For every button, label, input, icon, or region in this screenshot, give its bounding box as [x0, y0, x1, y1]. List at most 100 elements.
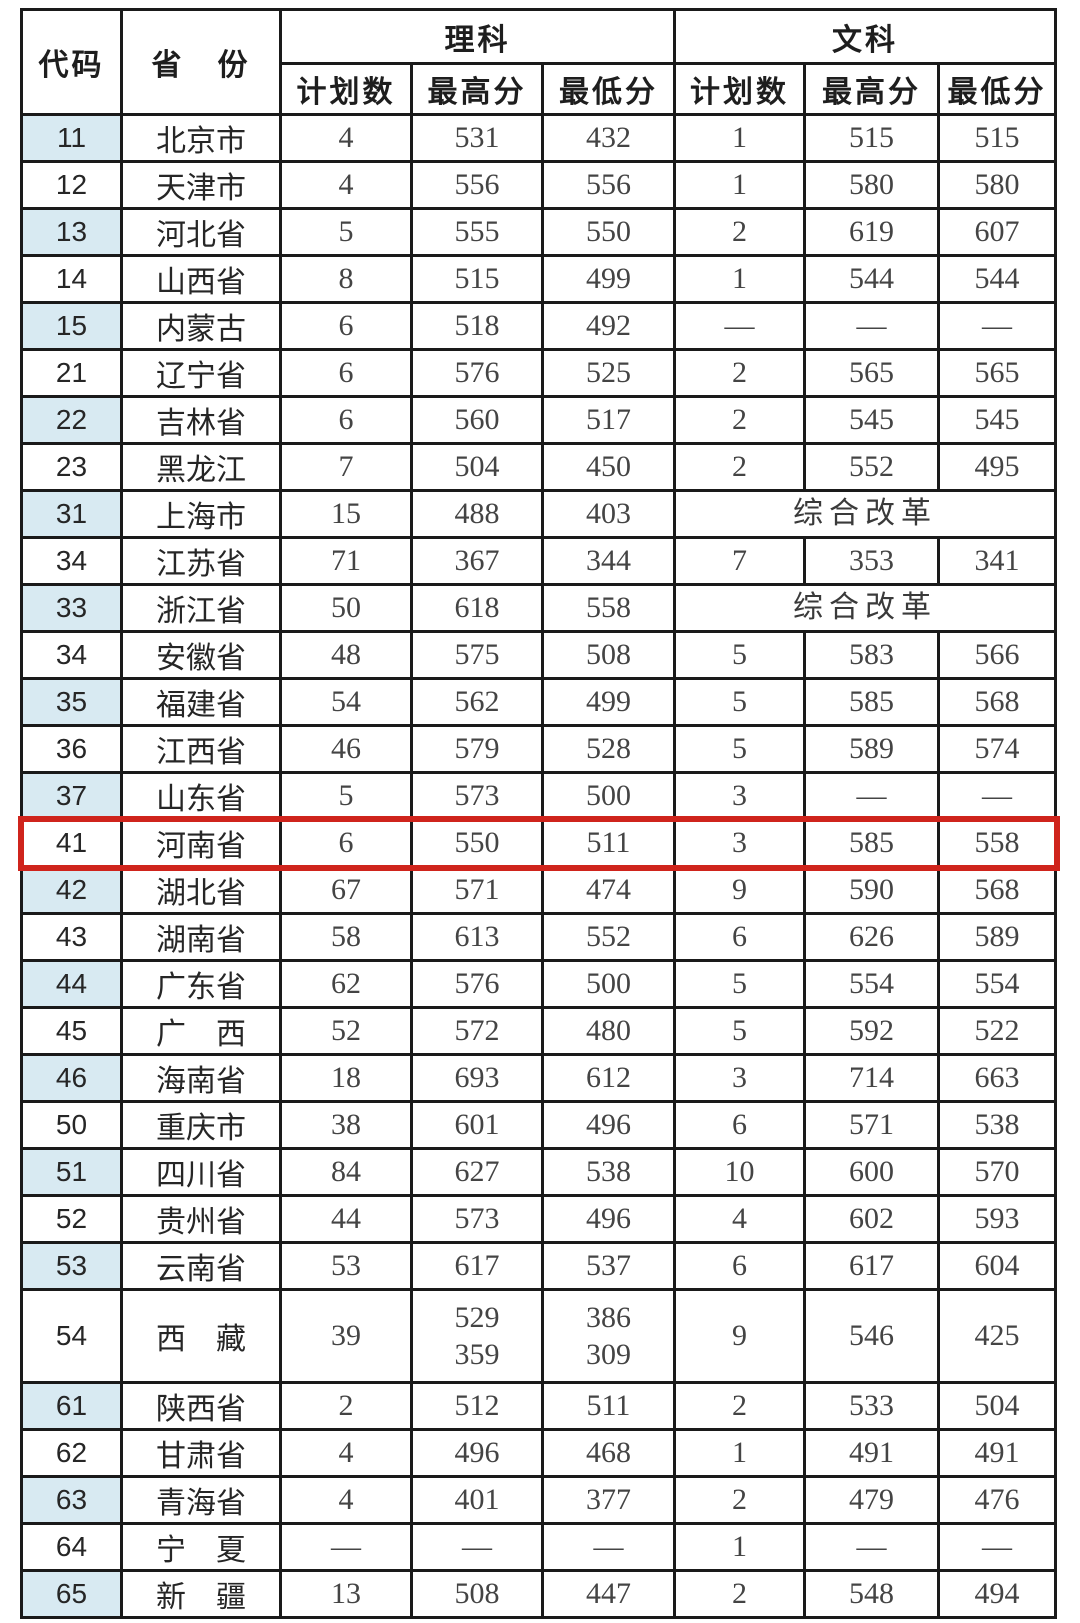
province-row-14: 14 山西省 8 515 499 1 544 544 [20, 254, 1057, 304]
arts-min-cell: 568 [937, 677, 1057, 727]
science-max-cell: 575 [410, 630, 544, 680]
arts-max-cell: 479 [803, 1475, 940, 1525]
province-row-23: 23 黑龙江 7 504 450 2 552 495 [20, 442, 1057, 492]
arts-min-cell: 476 [937, 1475, 1057, 1525]
arts-plan-cell: 1 [673, 113, 806, 163]
science-max-cell: 579 [410, 724, 544, 774]
code-cell: 23 [20, 442, 123, 492]
science-min-cell: 537 [541, 1241, 676, 1291]
header-metric-row: 计划数 最高分 最低分 计划数 最高分 最低分 [22, 62, 1057, 116]
code-cell: 61 [20, 1381, 123, 1431]
arts-min-cell: 554 [937, 959, 1057, 1009]
science-plan-cell: 46 [279, 724, 413, 774]
science-min-cell: 386 309 [541, 1288, 676, 1384]
arts-min-cell: 341 [937, 536, 1057, 586]
science-min-cell: 450 [541, 442, 676, 492]
science-max-cell: 601 [410, 1100, 544, 1150]
science-plan-cell: 18 [279, 1053, 413, 1103]
arts-min-cell: 538 [937, 1100, 1057, 1150]
science-min-cell: 344 [541, 536, 676, 586]
science-max-cell: 572 [410, 1006, 544, 1056]
province-row-51: 51 四川省 84 627 538 10 600 570 [20, 1147, 1057, 1197]
arts-plan-cell: 5 [673, 630, 806, 680]
province-cell: 河北省 [120, 207, 282, 257]
science-max-cell: 504 [410, 442, 544, 492]
arts-min-cell: 570 [937, 1147, 1057, 1197]
province-cell: 河南省 [120, 818, 282, 868]
arts-plan-cell: 1 [673, 1428, 806, 1478]
arts-max-cell: 626 [803, 912, 940, 962]
code-cell: 64 [20, 1522, 123, 1572]
arts-min-cell: 593 [937, 1194, 1057, 1244]
header-science-plan: 计划数 [279, 62, 413, 116]
province-row-53: 53 云南省 53 617 537 6 617 604 [20, 1241, 1057, 1291]
arts-plan-cell: 10 [673, 1147, 806, 1197]
code-cell: 46 [20, 1053, 123, 1103]
province-row-64: 64 宁 夏 — — —1— — [20, 1522, 1057, 1572]
science-max-cell: 512 [410, 1381, 544, 1431]
science-max-cell: 508 [410, 1569, 544, 1619]
province-cell: 贵州省 [120, 1194, 282, 1244]
header-group-row: 代码 省 份 理科 文科 [20, 8, 1057, 116]
header-science-group: 理科 [279, 8, 676, 65]
arts-max-cell: 600 [803, 1147, 940, 1197]
arts-min-cell: 425 [937, 1288, 1057, 1384]
science-plan-cell: 48 [279, 630, 413, 680]
code-cell: 53 [20, 1241, 123, 1291]
arts-plan-cell: 9 [673, 1288, 806, 1384]
science-max-cell: 496 [410, 1428, 544, 1478]
arts-min-cell: 565 [937, 348, 1057, 398]
header-arts-max: 最高分 [803, 62, 940, 116]
header-arts-group: 文科 [673, 8, 1057, 65]
science-plan-cell: 58 [279, 912, 413, 962]
header-science-max: 最高分 [410, 62, 544, 116]
science-max-cell: 617 [410, 1241, 544, 1291]
code-cell: 65 [20, 1569, 123, 1619]
province-cell: 青海省 [120, 1475, 282, 1525]
code-cell: 54 [20, 1288, 123, 1384]
header-arts-plan: 计划数 [673, 62, 806, 116]
science-min-cell: 403 [541, 489, 676, 539]
arts-max-cell: 565 [803, 348, 940, 398]
science-max-cell: 531 [410, 113, 544, 163]
science-min-cell: 492 [541, 301, 676, 351]
arts-min-cell: 663 [937, 1053, 1057, 1103]
arts-min-cell: — [937, 1522, 1057, 1572]
arts-plan-cell: 1 [673, 1522, 806, 1572]
science-min-cell: 511 [541, 1381, 676, 1431]
arts-max-cell: 590 [803, 865, 940, 915]
science-max-cell: 556 [410, 160, 544, 210]
arts-max-cell: 585 [803, 818, 940, 868]
arts-max-cell: 533 [803, 1381, 940, 1431]
science-min-cell: 550 [541, 207, 676, 257]
arts-max-cell: 580 [803, 160, 940, 210]
arts-max-cell: 353 [803, 536, 940, 586]
arts-max-cell: 583 [803, 630, 940, 680]
province-row-61: 61 陕西省 2 512 511 2 533 504 [20, 1381, 1057, 1431]
province-cell: 天津市 [120, 160, 282, 210]
province-row-31: 31 上海市 15 488 403 综合改革 [20, 489, 1057, 539]
science-min-cell: 468 [541, 1428, 676, 1478]
science-min-cell: 528 [541, 724, 676, 774]
arts-min-cell: 566 [937, 630, 1057, 680]
code-cell: 44 [20, 959, 123, 1009]
science-plan-cell: 7 [279, 442, 413, 492]
code-cell: 36 [20, 724, 123, 774]
science-plan-cell: 13 [279, 1569, 413, 1619]
science-max-cell: 560 [410, 395, 544, 445]
arts-min-cell: 494 [937, 1569, 1057, 1619]
science-max-cell: 627 [410, 1147, 544, 1197]
science-min-cell: 558 [541, 583, 676, 633]
code-cell: 14 [20, 254, 123, 304]
science-plan-cell: 84 [279, 1147, 413, 1197]
science-min-cell: 511 [541, 818, 676, 868]
header-arts-min: 最低分 [937, 62, 1057, 116]
science-plan-cell: 4 [279, 1475, 413, 1525]
arts-max-cell: 714 [803, 1053, 940, 1103]
province-cell: 辽宁省 [120, 348, 282, 398]
province-cell: 宁 夏 [120, 1522, 282, 1572]
province-cell: 安徽省 [120, 630, 282, 680]
arts-max-cell: 545 [803, 395, 940, 445]
science-plan-cell: 4 [279, 160, 413, 210]
arts-plan-cell: 2 [673, 1381, 806, 1431]
